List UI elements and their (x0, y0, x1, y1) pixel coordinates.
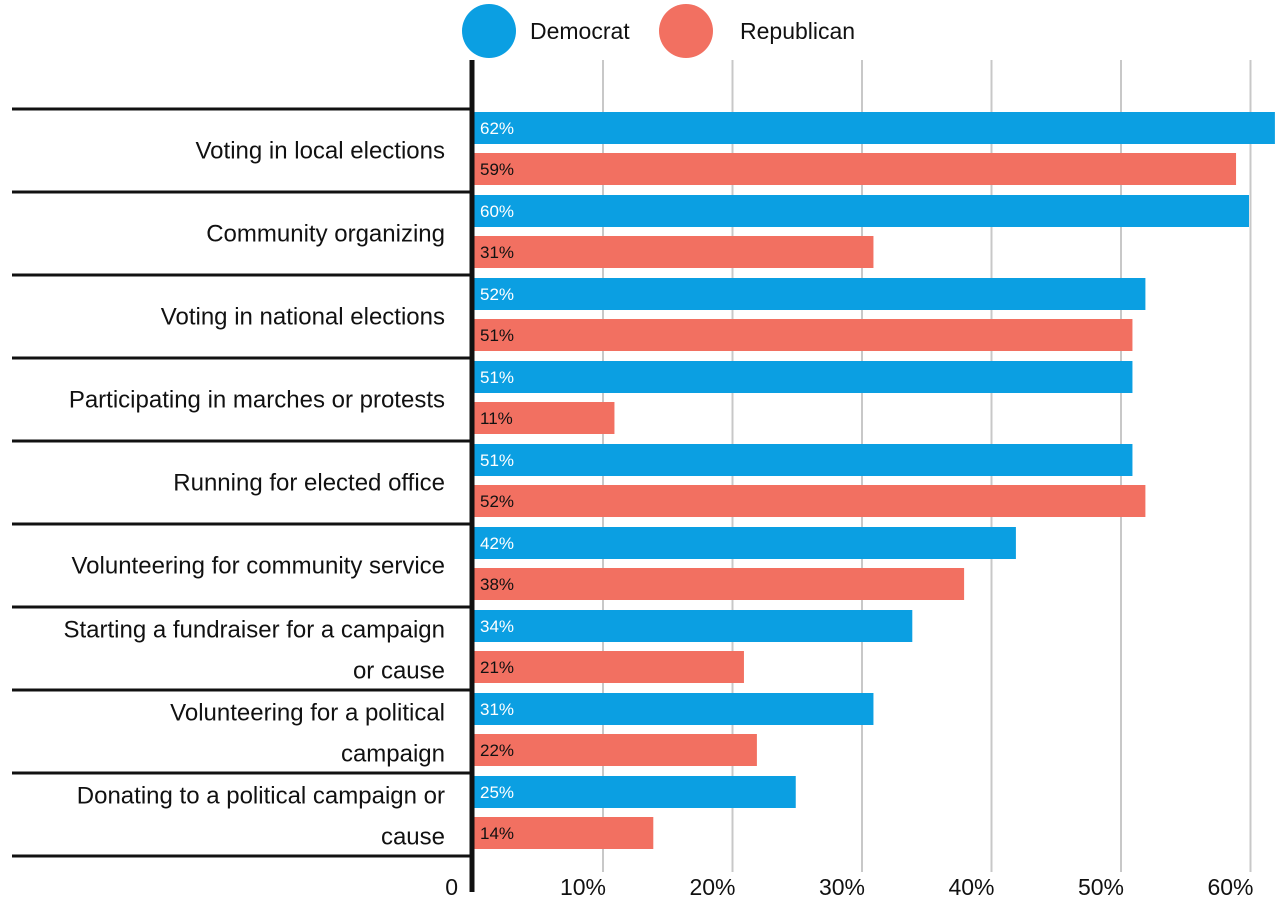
x-tick-label: 30% (819, 874, 865, 900)
data-label-democrat: 62% (480, 119, 514, 138)
bar-republican (472, 651, 744, 683)
data-label-democrat: 51% (480, 368, 514, 387)
bar-republican (472, 734, 757, 766)
category-label: Starting a fundraiser for a campaign (63, 617, 445, 644)
category-label: Participating in marches or protests (69, 387, 445, 414)
legend-label-republican: Republican (740, 18, 855, 44)
bar-democrat (472, 693, 874, 725)
x-tick-label: 40% (948, 874, 994, 900)
data-label-republican: 11% (480, 409, 513, 428)
category-label: Running for elected office (173, 470, 445, 497)
bar-republican (472, 485, 1146, 517)
category-label: Volunteering for a political (170, 700, 445, 727)
category-label: campaign (341, 741, 445, 768)
bar-republican (472, 402, 615, 434)
bar-democrat (472, 278, 1146, 310)
legend-label-democrat: Democrat (530, 18, 630, 44)
bar-republican (472, 817, 654, 849)
category-label: Community organizing (206, 221, 445, 248)
x-tick-label: 20% (689, 874, 735, 900)
data-label-republican: 21% (480, 658, 514, 677)
x-tick-label: 0 (445, 874, 458, 900)
data-label-republican: 51% (480, 326, 514, 345)
x-tick-label: 60% (1207, 874, 1253, 900)
data-label-democrat: 31% (480, 700, 514, 719)
data-label-democrat: 42% (480, 534, 514, 553)
bar-democrat (472, 112, 1275, 144)
bar-republican (472, 568, 965, 600)
bar-democrat (472, 610, 913, 642)
legend-marker-republican (659, 4, 713, 58)
category-label: Voting in local elections (196, 138, 446, 165)
bar-democrat (472, 444, 1133, 476)
category-label: Volunteering for community service (72, 553, 446, 580)
data-label-republican: 38% (480, 575, 514, 594)
data-label-democrat: 25% (480, 783, 514, 802)
category-label: Donating to a political campaign or (77, 783, 445, 810)
category-label: cause (381, 824, 445, 851)
bar-democrat (472, 195, 1249, 227)
category-label: or cause (353, 658, 445, 685)
data-label-democrat: 34% (480, 617, 514, 636)
data-label-republican: 31% (480, 243, 514, 262)
data-label-republican: 52% (480, 492, 514, 511)
bar-republican (472, 153, 1237, 185)
category-label: Voting in national elections (161, 304, 445, 331)
data-label-republican: 22% (480, 741, 514, 760)
bar-republican (472, 236, 874, 268)
data-label-democrat: 52% (480, 285, 514, 304)
x-tick-label: 10% (560, 874, 606, 900)
bar-democrat (472, 527, 1016, 559)
data-label-republican: 14% (480, 824, 514, 843)
data-label-republican: 59% (480, 160, 514, 179)
bar-republican (472, 319, 1133, 351)
data-label-democrat: 60% (480, 202, 514, 221)
bar-democrat (472, 776, 796, 808)
x-tick-label: 50% (1078, 874, 1124, 900)
bar-democrat (472, 361, 1133, 393)
legend-marker-democrat (462, 4, 516, 58)
data-label-democrat: 51% (480, 451, 514, 470)
